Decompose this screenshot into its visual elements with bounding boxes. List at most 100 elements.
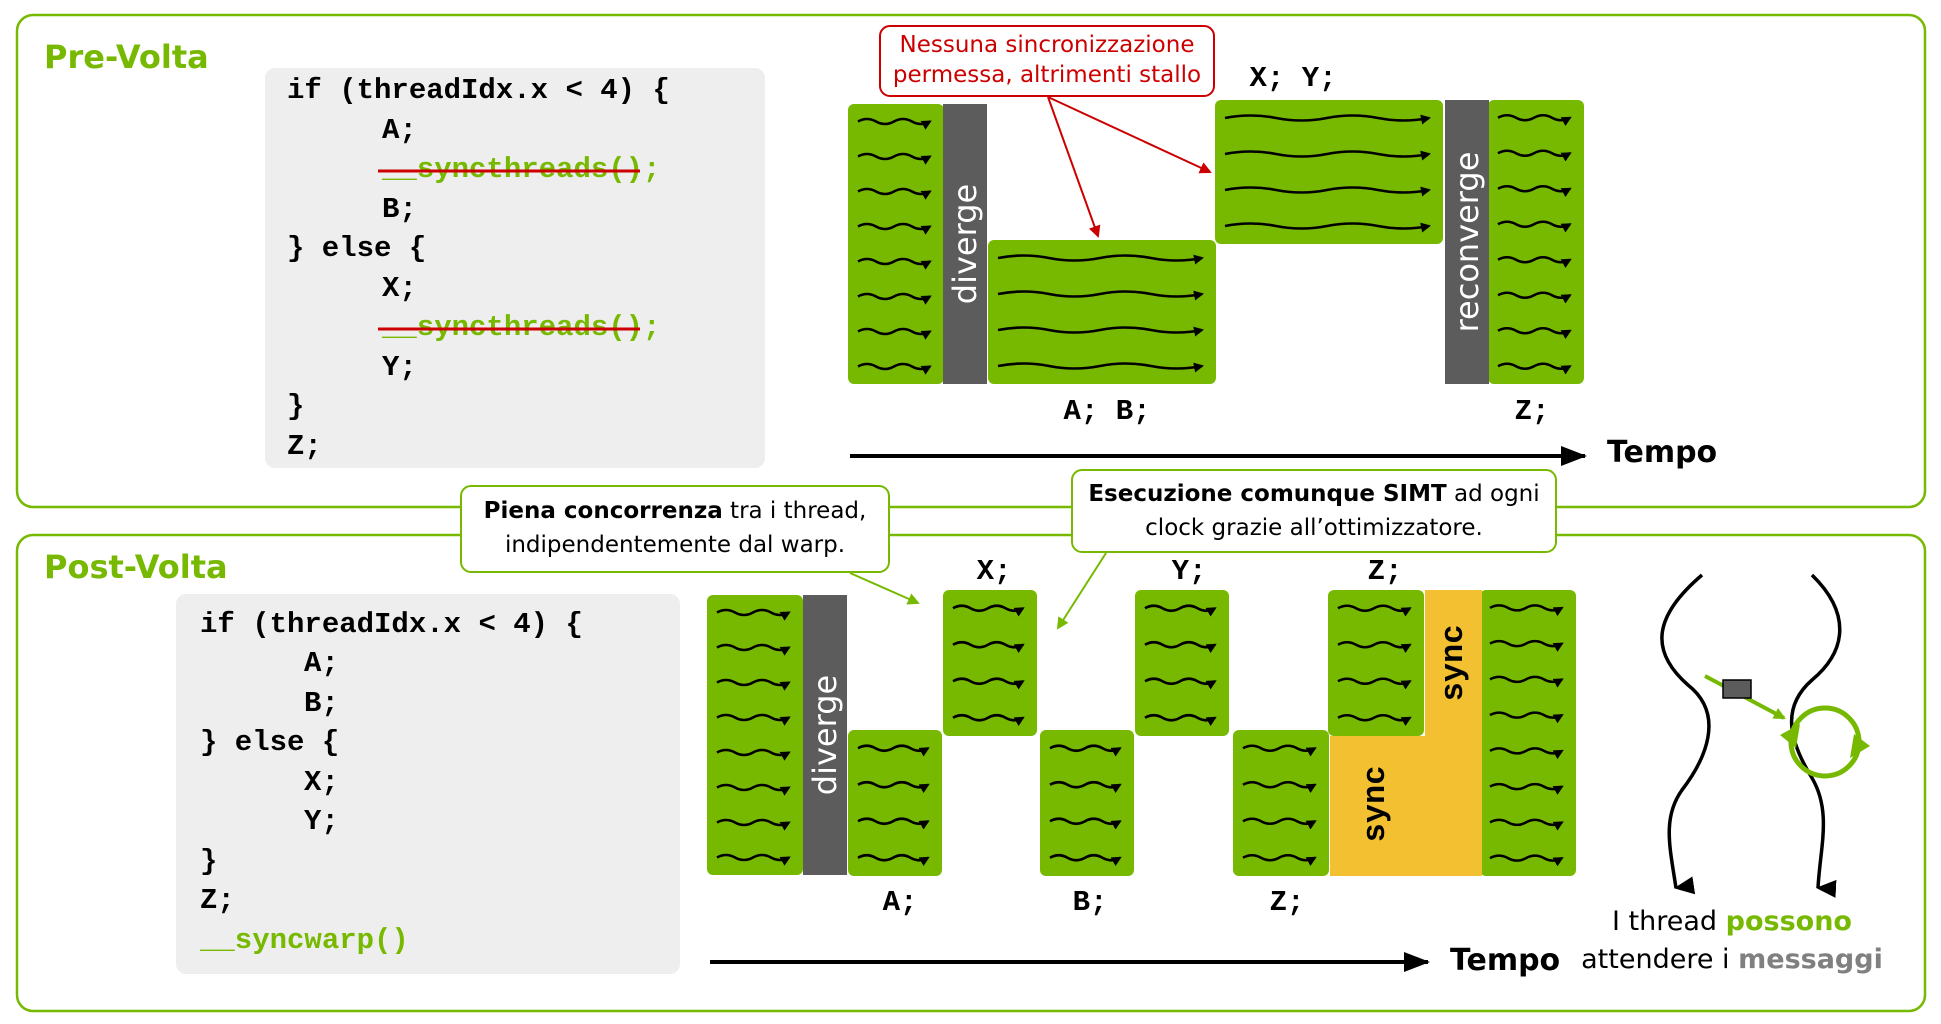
callout-arrow — [1047, 96, 1212, 174]
thread-arrow — [1144, 604, 1217, 617]
thread-arrow — [1144, 677, 1217, 690]
label-z-bottom: Z; — [1270, 886, 1305, 919]
warp-block-ab — [988, 240, 1216, 384]
reconverge-bar — [1445, 100, 1489, 384]
thread-arrow — [952, 713, 1025, 727]
thread-arrow — [1489, 782, 1564, 795]
label-y: Y; — [1172, 555, 1207, 588]
thread-arrow — [1242, 780, 1317, 794]
thread-arrow — [1224, 186, 1431, 197]
diverge-bar — [943, 104, 987, 384]
thread-arrow — [716, 783, 791, 796]
thread-arrow — [952, 640, 1025, 654]
label-xy: X; Y; — [1249, 62, 1336, 95]
thread-arrow — [857, 117, 932, 130]
thread-block-bg — [1135, 590, 1229, 736]
thread-arrow — [1497, 113, 1572, 127]
thread-arrow — [1497, 149, 1572, 162]
thread-arrow — [1337, 604, 1412, 617]
thread-arrow — [1497, 220, 1572, 233]
warp-block-all-threads — [707, 595, 803, 875]
warp-block-z-x-y — [1328, 590, 1424, 736]
code-line: __syncwarp() — [199, 924, 409, 957]
label-b: B; — [1073, 886, 1108, 919]
thread-block-bg — [1328, 590, 1424, 736]
sync-region — [1330, 736, 1482, 876]
thread-arrow — [1049, 817, 1122, 830]
thread-arrow — [857, 853, 930, 867]
thread-arrow — [857, 362, 932, 375]
thread-arrow — [952, 604, 1025, 617]
thread-arrow — [1224, 222, 1431, 233]
message-icon — [1722, 679, 1752, 699]
label-ab: A; B; — [1063, 395, 1150, 428]
time-label: Tempo — [1450, 943, 1560, 978]
thread-arrow — [716, 608, 791, 621]
simt-callout-line1: Esecuzione comunque SIMT ad ogni — [1088, 481, 1539, 507]
label-x: X; — [977, 555, 1012, 588]
simt-callout — [1071, 469, 1557, 553]
thread-arrow — [1497, 255, 1572, 269]
thread-block-bg — [988, 240, 1216, 384]
label-a: A; — [883, 886, 918, 919]
warp-block-y — [1135, 590, 1229, 736]
thread-arrow — [857, 817, 930, 830]
warp-block-after-sync — [1480, 590, 1576, 876]
thread-arrow — [1224, 114, 1431, 125]
thread-arrow — [1489, 639, 1564, 652]
thread-arrow — [857, 327, 932, 340]
thread-arrow — [1224, 150, 1431, 161]
thread-arrow — [1497, 291, 1572, 304]
thread-block-bg — [848, 730, 942, 876]
code-line: } — [287, 390, 304, 423]
post-volta-code-box — [176, 594, 680, 974]
callout-arrow — [1056, 552, 1107, 630]
thread-arrow — [857, 744, 930, 757]
code-line: A; — [382, 114, 417, 147]
warp-block-a — [848, 730, 942, 876]
thread-arrow — [716, 853, 791, 866]
thread-arrow — [1497, 184, 1572, 198]
no-sync-callout — [879, 25, 1215, 97]
warp-block-x — [943, 590, 1037, 736]
thread-arrow — [1337, 640, 1412, 654]
time-label: Tempo — [1607, 435, 1717, 470]
sync-label: sync — [1357, 766, 1394, 843]
code-line: B; — [382, 193, 417, 226]
thread-arrow — [857, 780, 930, 794]
code-line: } — [200, 845, 217, 878]
thread-arrow — [1049, 780, 1122, 794]
thread-block-bg — [943, 590, 1037, 736]
thread-arrow — [1337, 713, 1412, 727]
code-line: } else { — [287, 232, 426, 265]
thread-arrow — [997, 290, 1204, 301]
no-sync-callout-line2: permessa, altrimenti stallo — [893, 62, 1201, 88]
thread-arrow — [857, 152, 932, 165]
thread-arrow — [716, 678, 791, 691]
warp-block-all-threads — [848, 104, 944, 384]
thread-block-bg — [848, 104, 944, 384]
thread-arrow — [997, 254, 1204, 265]
thread-arrow — [716, 818, 791, 831]
code-line: Y; — [382, 351, 417, 384]
thread-block-bg — [1215, 100, 1443, 244]
thread-arrow — [857, 257, 932, 270]
code-line: if (threadIdx.x < 4) { — [287, 74, 670, 107]
concurrency-callout — [460, 485, 890, 573]
thread-arrow — [1049, 744, 1122, 757]
thread-arrow — [997, 326, 1204, 337]
thread-line-right — [1789, 573, 1842, 898]
thread-arrow — [1497, 362, 1572, 375]
warp-block-z — [1488, 100, 1584, 384]
thread-arrow — [997, 362, 1204, 373]
thread-arrow — [716, 713, 791, 726]
thread-arrow — [716, 643, 791, 656]
thread-arrow — [1242, 744, 1317, 757]
thread-arrow — [857, 222, 932, 235]
message-caption-line1: I thread possono — [1612, 906, 1852, 937]
thread-block-bg — [1480, 590, 1576, 876]
code-line: A; — [304, 647, 339, 680]
reconverge-label: reconverge — [1448, 152, 1486, 333]
warp-block-b — [1040, 730, 1134, 876]
